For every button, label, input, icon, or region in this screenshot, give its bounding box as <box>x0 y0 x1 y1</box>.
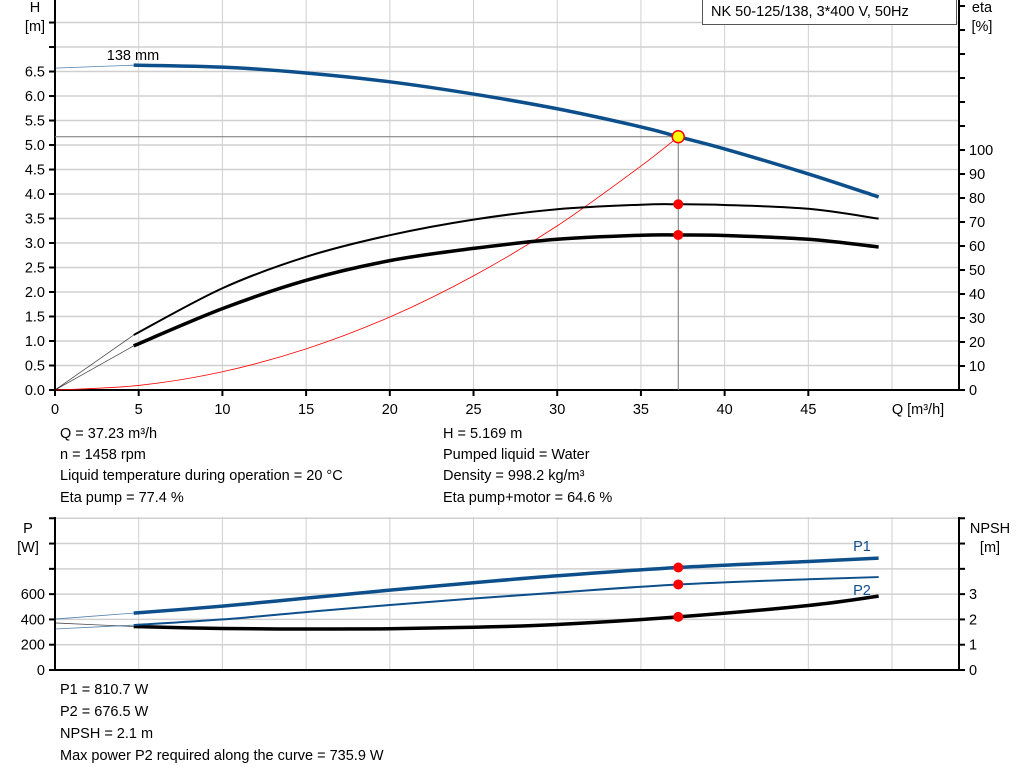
y-right-tick-label: 10 <box>969 359 985 375</box>
info-max-p2: Max power P2 required along the curve = … <box>60 748 384 764</box>
impeller-diameter-label: 138 mm <box>107 48 159 64</box>
y-left-tick-label: 5.5 <box>25 114 45 130</box>
x-tick-label: 20 <box>382 402 398 418</box>
info-eta-pump-motor: Eta pump+motor = 64.6 % <box>443 490 613 506</box>
x-axis-label: Q [m³/h] <box>892 402 944 418</box>
y-right-tick-label: 90 <box>969 167 985 183</box>
y-right-axis-label: NPSH <box>970 521 1010 537</box>
info-temperature: Liquid temperature during operation = 20… <box>60 468 343 484</box>
y-left-tick-label: 4.0 <box>25 187 45 203</box>
x-tick-label: 10 <box>214 402 230 418</box>
y-right-tick-label: 3 <box>969 587 977 603</box>
x-tick-label: 30 <box>549 402 565 418</box>
y-left-tick-label: 400 <box>21 612 45 628</box>
x-tick-label: 15 <box>298 402 314 418</box>
info-liquid: Pumped liquid = Water <box>443 447 590 463</box>
x-tick-label: 5 <box>135 402 143 418</box>
info-flow: Q = 37.23 m³/h <box>60 426 158 442</box>
info-head: H = 5.169 m <box>443 426 523 442</box>
y-right-tick-label: 0 <box>969 663 977 679</box>
p2-label: P2 <box>853 583 871 599</box>
head-curve <box>133 63 880 199</box>
y-left-tick-label: 2.0 <box>25 285 45 301</box>
npsh-curve <box>133 594 879 631</box>
eta-pump-motor-duty-point <box>673 229 684 240</box>
eta-pump-motor-curve-extrapolation <box>54 345 134 391</box>
p1-curve <box>133 556 879 615</box>
y-left-tick-label: 1.5 <box>25 310 45 326</box>
y-right-axis-label: [m] <box>980 540 1000 556</box>
npsh-duty-point <box>673 611 684 622</box>
eta-pump-motor-curve <box>133 233 879 348</box>
y-right-tick-label: 2 <box>969 612 977 628</box>
info-npsh: NPSH = 2.1 m <box>60 726 154 742</box>
y-right-tick-label: 40 <box>969 287 985 303</box>
npsh-curve-extrapolation <box>54 622 134 627</box>
eta-pump-curve-extrapolation <box>54 334 134 391</box>
y-right-tick-label: 80 <box>969 191 985 207</box>
p2-duty-point <box>673 579 684 590</box>
y-right-tick-label: 70 <box>969 215 985 231</box>
info-p2: P2 = 676.5 W <box>60 704 149 720</box>
info-speed: n = 1458 rpm <box>60 447 146 463</box>
p2-curve-extrapolation <box>54 624 134 630</box>
info-eta-pump: Eta pump = 77.4 % <box>60 490 184 506</box>
y-left-tick-label: 3.0 <box>25 236 45 252</box>
y-right-tick-label: 100 <box>969 143 993 159</box>
eta-pump-curve <box>133 203 879 336</box>
info-p1: P1 = 810.7 W <box>60 682 149 698</box>
y-right-tick-label: 50 <box>969 263 985 279</box>
y-left-tick-label: 6.0 <box>25 89 45 105</box>
y-right-tick-label: 60 <box>969 239 985 255</box>
y-left-tick-label: 1.0 <box>25 334 45 350</box>
y-left-axis-label: [m] <box>25 19 45 35</box>
y-right-tick-label: 1 <box>969 638 977 654</box>
y-left-tick-label: 3.5 <box>25 212 45 228</box>
y-right-axis-label: [%] <box>972 19 993 35</box>
y-left-tick-label: 4.5 <box>25 163 45 179</box>
x-tick-label: 45 <box>800 402 816 418</box>
y-left-tick-label: 600 <box>21 587 45 603</box>
head-curve-extrapolation <box>54 64 134 69</box>
x-tick-label: 0 <box>51 402 59 418</box>
y-right-tick-label: 20 <box>969 335 985 351</box>
y-left-tick-label: 5.0 <box>25 138 45 154</box>
y-left-axis-label: [W] <box>17 540 39 556</box>
y-left-tick-label: 0.5 <box>25 359 45 375</box>
p2-curve <box>133 576 879 627</box>
y-left-tick-label: 2.5 <box>25 261 45 277</box>
y-left-tick-label: 0.0 <box>25 383 45 399</box>
y-left-tick-label: 6.5 <box>25 65 45 81</box>
p1-curve-extrapolation <box>54 612 134 620</box>
p1-duty-point <box>673 562 684 573</box>
y-right-axis-label: eta <box>972 0 993 16</box>
info-density: Density = 998.2 kg/m³ <box>443 468 585 484</box>
y-left-axis-label: P <box>23 521 33 537</box>
y-left-tick-label: 200 <box>21 638 45 654</box>
y-left-tick-label: 0 <box>37 663 45 679</box>
p1-label: P1 <box>853 539 871 555</box>
y-right-tick-label: 0 <box>969 383 977 399</box>
system-curve <box>54 136 679 391</box>
x-tick-label: 35 <box>633 402 649 418</box>
chart-title: NK 50-125/138, 3*400 V, 50Hz <box>702 0 957 25</box>
x-tick-label: 25 <box>465 402 481 418</box>
x-tick-label: 40 <box>717 402 733 418</box>
eta-pump-duty-point <box>673 199 684 210</box>
y-right-tick-label: 30 <box>969 311 985 327</box>
y-left-axis-label: H <box>30 0 40 16</box>
head-duty-point <box>671 129 686 144</box>
